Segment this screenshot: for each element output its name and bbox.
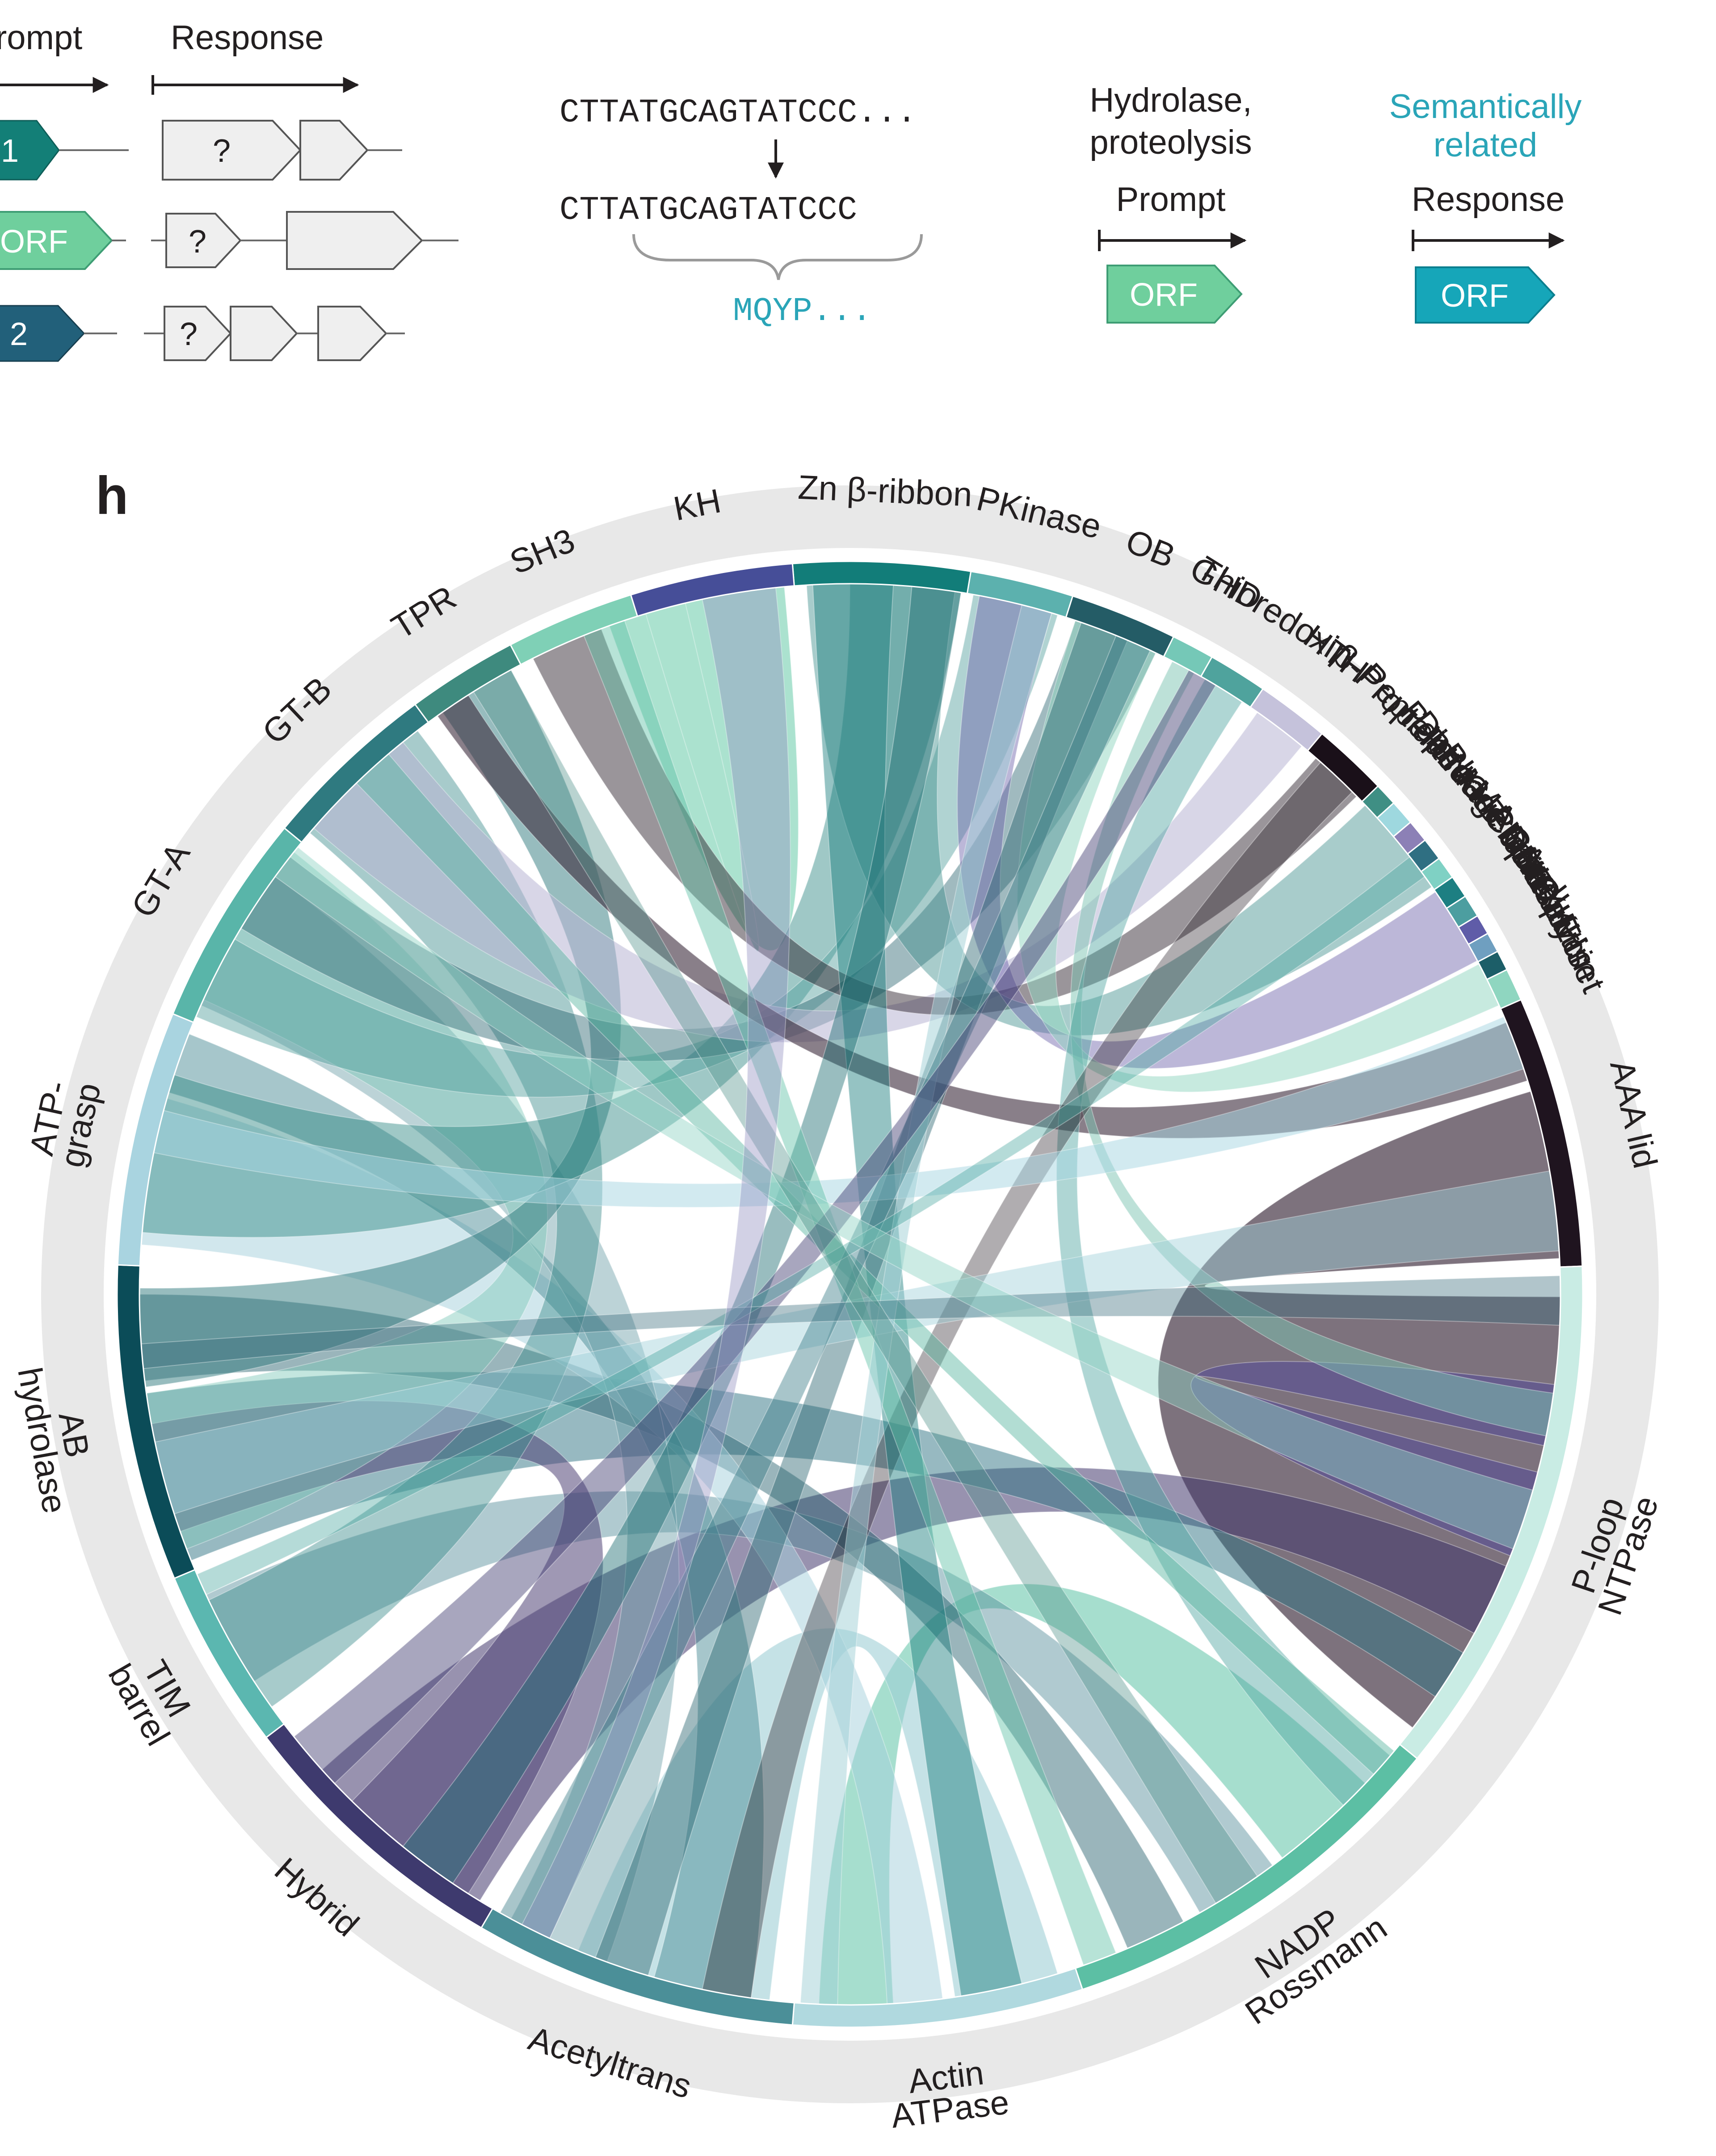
gene-row-3: 2 ? (0, 305, 405, 362)
response-gene-3a (164, 306, 232, 361)
dna-translation: CTTATGCAGTATCCC... CTTATGCAGTATCCC MQYP.… (559, 94, 923, 330)
segment-kh (630, 563, 795, 617)
outer-ring (41, 485, 1659, 2103)
hydrolase-prompt-label: Prompt (1116, 181, 1226, 219)
prompt-header: rompt (0, 19, 82, 57)
semantic-response-label: Response (1412, 181, 1565, 219)
response-gene-3b (230, 306, 298, 361)
chord-ribbon-23 (806, 583, 1433, 1036)
semantic-line1: Semantically (1389, 88, 1582, 126)
chord-ribbons (139, 583, 1561, 2005)
chord-diagram: Zn β-ribbon PKinaseOBGHDThioredoxinHTHβ-P… (10, 468, 1666, 2135)
prompt-gene-orf (0, 211, 113, 270)
hydrolase-line2: proteolysis (1089, 123, 1252, 161)
response-gene-1b (299, 120, 369, 181)
semantic-orf-box (1415, 266, 1556, 324)
response-gene-2a (165, 213, 242, 268)
response-gene-1a-label: ? (213, 133, 231, 169)
prompt-gene-1 (0, 120, 60, 181)
chord-ribbon-29 (812, 583, 1022, 1997)
prompt-gene-2-label: 2 (10, 316, 28, 352)
prompt-gene-2 (0, 305, 85, 362)
chord-ribbon-38 (293, 669, 1217, 1784)
semantic-response: Semantically related Response ORF (1389, 88, 1582, 324)
response-gene-3c (317, 306, 387, 361)
dna-coding: ATGCAGTATCCC (619, 192, 857, 229)
chord-ribbon-33 (153, 1016, 1525, 1208)
semantic-orf-label: ORF (1441, 278, 1509, 314)
chord-ribbon-11 (168, 1033, 765, 1999)
dna-sequence-bottom: CTTATGCAGTATCCC (559, 192, 857, 229)
codon-brace (632, 234, 923, 280)
hydrolase-prompt: Hydrolase, proteolysis Prompt ORF (1089, 81, 1252, 324)
prompt-gene-1-label: 1 (1, 133, 19, 169)
dna-prefix: CTT (559, 192, 619, 229)
label-zn-ribbon: Zn β-ribbon (797, 468, 973, 514)
protein-sequence: MQYP... (733, 293, 872, 330)
semantic-line2: related (1434, 126, 1537, 164)
top-panel: rompt Response 1 ? ORF ? (0, 19, 1582, 362)
hydrolase-orf-box (1106, 265, 1243, 324)
response-gene-1a (162, 120, 302, 181)
chord-ribbon-17 (142, 583, 962, 1238)
label-kh: KH (670, 482, 724, 528)
chord-ribbon-13 (151, 1400, 604, 1895)
response-gene-2b (286, 211, 423, 270)
response-gene-2a-label: ? (189, 224, 206, 260)
gene-row-1: 1 ? (0, 120, 402, 181)
panel-letter: h (96, 466, 128, 526)
gene-row-2: ORF ? (0, 211, 458, 270)
chord-ribbon-25 (1017, 619, 1500, 1093)
hydrolase-line1: Hydrolase, (1089, 81, 1252, 119)
chord-segments (116, 560, 1584, 2028)
response-header: Response (171, 19, 324, 57)
prompt-gene-orf-label: ORF (0, 224, 68, 260)
dna-sequence-top: CTTATGCAGTATCCC... (559, 94, 917, 132)
hydrolase-orf-label: ORF (1130, 277, 1198, 313)
chord-ribbon-43 (521, 587, 791, 1939)
chord-ribbon-22 (532, 628, 1358, 1015)
label-atp-grasp: ATP-grasp (21, 1073, 108, 1171)
response-gene-3a-label: ? (180, 316, 198, 352)
